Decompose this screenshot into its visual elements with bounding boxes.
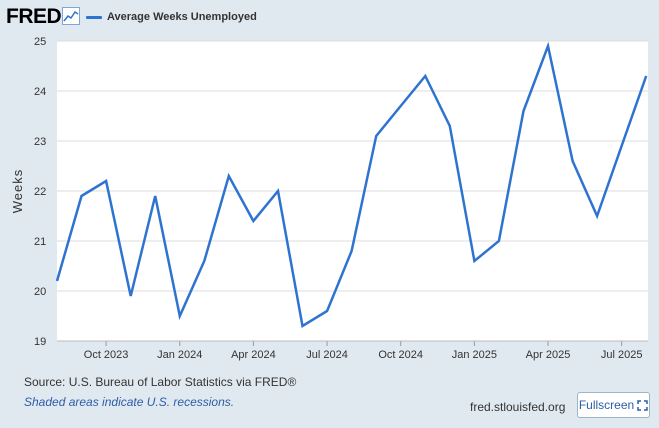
recession-note: Shaded areas indicate U.S. recessions. (24, 395, 235, 409)
source-text: Source: U.S. Bureau of Labor Statistics … (24, 375, 297, 389)
fullscreen-label: Fullscreen (578, 398, 635, 412)
y-tick-label: 25 (34, 36, 46, 48)
x-tick-label: Oct 2024 (378, 349, 423, 361)
x-axis-ticks: Oct 2023 Jan 2024 Apr 2024 Jul 2024 Oct 2024… (57, 340, 648, 361)
site-link[interactable]: fred.stlouisfed.org (470, 400, 566, 414)
fullscreen-button[interactable]: Fullscreen (577, 392, 650, 418)
x-tick-label: Apr 2024 (231, 349, 276, 361)
fred-logo[interactable]: FRED (6, 5, 62, 28)
fred-chart-icon (62, 7, 80, 25)
header: FRED Average Weeks Unemployed (0, 0, 659, 34)
legend-swatch (86, 15, 102, 19)
y-tick-label: 19 (34, 336, 46, 348)
grid-lines (57, 40, 648, 292)
y-tick-label: 24 (34, 86, 46, 98)
y-tick-label: 23 (34, 136, 46, 148)
y-tick-label: 22 (34, 186, 46, 198)
x-tick-label: Oct 2023 (84, 349, 129, 361)
y-tick-label: 21 (34, 236, 46, 248)
x-tick-label: Jul 2025 (601, 349, 643, 361)
x-tick-label: Jan 2024 (157, 349, 202, 361)
x-tick-label: Jul 2024 (306, 349, 348, 361)
y-axis-ticks: 19 20 21 22 23 24 25 (34, 36, 46, 348)
series-group (55, 41, 648, 329)
legend-label: Average Weeks Unemployed (107, 11, 257, 23)
series-line (55, 41, 648, 329)
line-chart: 19 20 21 22 23 24 25 Oct 2023 Jan 2024 Apr 2024 J… (10, 36, 648, 361)
x-tick-label: Jan 2025 (452, 349, 497, 361)
fullscreen-icon (637, 399, 648, 411)
y-axis-label: Weeks (10, 169, 25, 214)
y-tick-label: 20 (34, 286, 46, 298)
x-tick-label: Apr 2025 (526, 349, 571, 361)
legend: Average Weeks Unemployed (86, 10, 257, 24)
